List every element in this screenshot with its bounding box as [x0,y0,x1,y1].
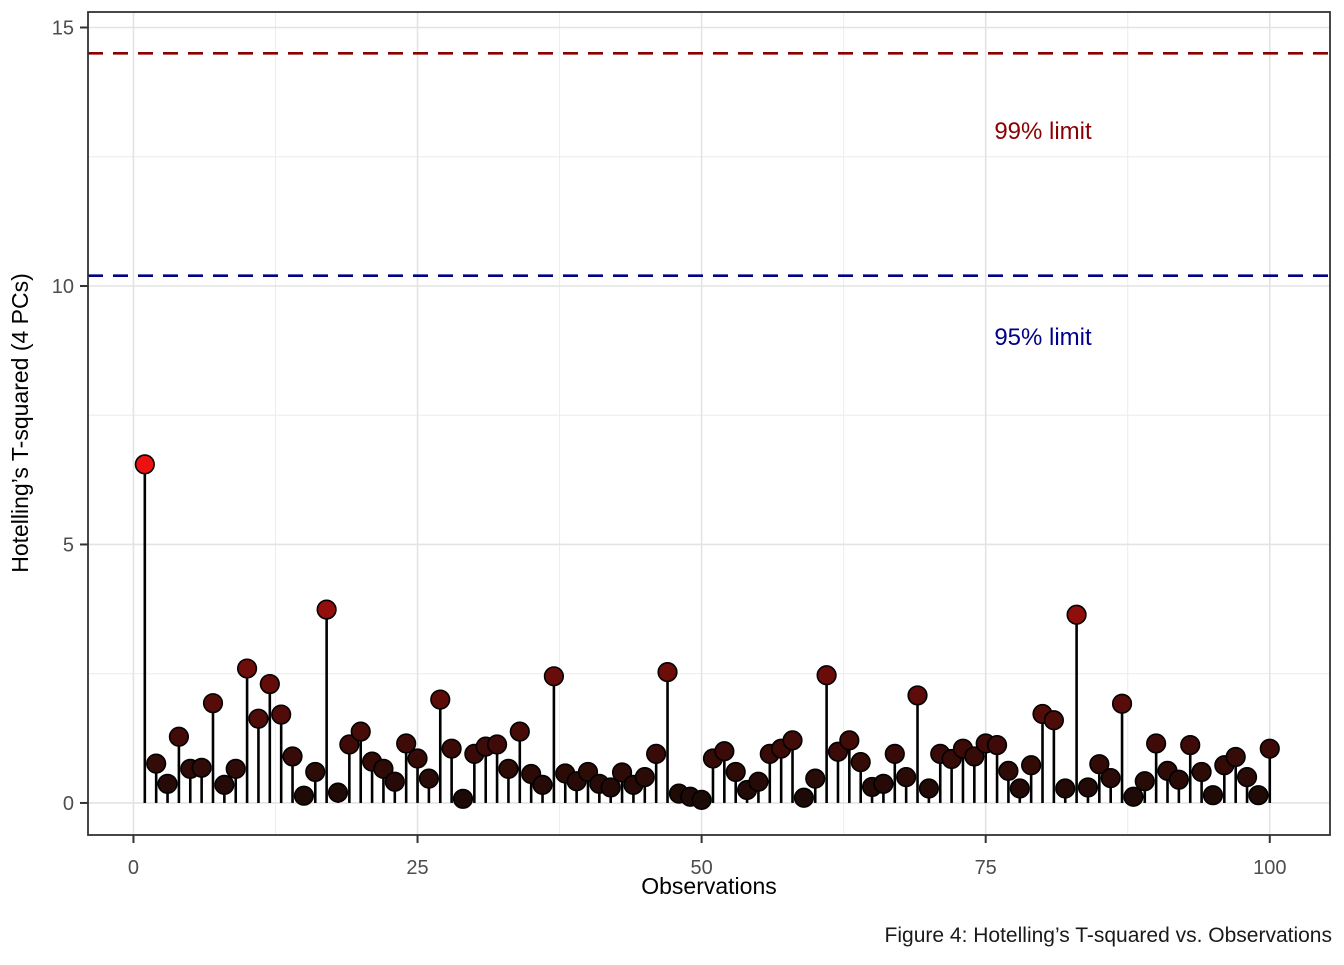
data-point [452,788,474,809]
limit-99-label: 99% limit [994,118,1092,145]
data-point [816,665,837,686]
data-point [1134,771,1155,792]
data-point [850,752,871,773]
data-point [168,726,190,747]
data-point [259,673,280,695]
data-point [350,721,371,742]
gridlines [88,12,1330,835]
data-point [430,689,451,710]
data-point [657,662,678,683]
data-point [316,599,337,620]
data-point [282,746,303,767]
data-point [486,734,508,755]
data-point [407,748,428,769]
data-point [884,743,905,764]
x-tick-label: 100 [1253,857,1286,879]
data-point [600,777,621,798]
data-point [146,753,167,774]
data-point [271,704,292,725]
data-point [248,708,269,729]
data-point [1077,777,1099,798]
y-tick-label: 0 [63,793,74,815]
data-point [1055,778,1076,799]
data-point [305,761,326,783]
data-point [748,771,769,792]
data-point [396,733,417,754]
data-point [202,693,224,714]
data-points [134,454,1280,810]
data-point [873,773,894,794]
data-point [964,746,985,767]
data-point [782,730,803,751]
data-point [1236,767,1258,788]
data-point [498,758,519,779]
limit-95-label: 95% limit [994,324,1092,351]
data-point [998,760,1019,781]
data-point [418,768,439,789]
data-point [532,774,553,795]
data-point [1021,755,1042,776]
data-point [293,785,315,806]
y-tick-label: 15 [52,18,74,40]
data-point [1100,768,1121,789]
data-point [611,762,633,783]
data-point [839,730,860,751]
data-point [509,721,530,742]
data-point [1225,746,1246,768]
data-point [327,782,349,803]
data-point [896,767,917,788]
x-tick-label: 0 [128,857,139,879]
figure-caption: Figure 4: Hotelling’s T-squared vs. Obse… [885,924,1332,947]
x-tick-label: 25 [406,857,428,879]
y-tick-label: 10 [52,276,74,298]
y-tick-label: 5 [63,534,74,556]
data-point [1009,778,1030,799]
data-point [634,767,655,788]
data-point [1146,733,1167,754]
axis-tick-labels: 0 5 10 15 0 25 50 75 100 [52,18,1287,879]
data-point [1180,734,1201,756]
data-point [805,768,826,789]
data-point [714,741,735,762]
data-point [725,761,746,783]
x-tick-label: 75 [975,857,997,879]
y-axis-title: Hotelling’s T-squared (4 PCs) [7,273,33,573]
data-point [214,774,235,795]
data-point [907,685,928,706]
data-point [646,743,667,764]
data-point [1191,761,1212,783]
data-point [1123,786,1144,807]
data-point [1066,604,1087,625]
data-point [236,658,258,679]
data-point [1111,693,1133,714]
data-point [986,734,1008,756]
data-point [1168,769,1189,790]
limit-lines [88,52,1330,277]
panel-border [87,11,1331,836]
x-tick-label: 50 [690,857,712,879]
data-point [1259,738,1280,759]
data-point [691,789,712,810]
data-point [441,738,462,759]
x-axis-title: Observations [641,873,777,899]
data-point [339,734,360,755]
axis-ticks [80,26,1271,843]
data-point [191,757,212,778]
data-point [1043,710,1064,731]
data-point [793,787,814,808]
data-point [225,758,246,779]
data-point [543,666,564,687]
data-point [384,771,405,792]
data-point [373,758,394,779]
data-point [918,778,939,799]
data-point [1248,785,1269,806]
data-point [134,454,155,475]
data-point [1202,785,1224,806]
data-point [157,773,178,794]
data-point [1089,754,1110,775]
